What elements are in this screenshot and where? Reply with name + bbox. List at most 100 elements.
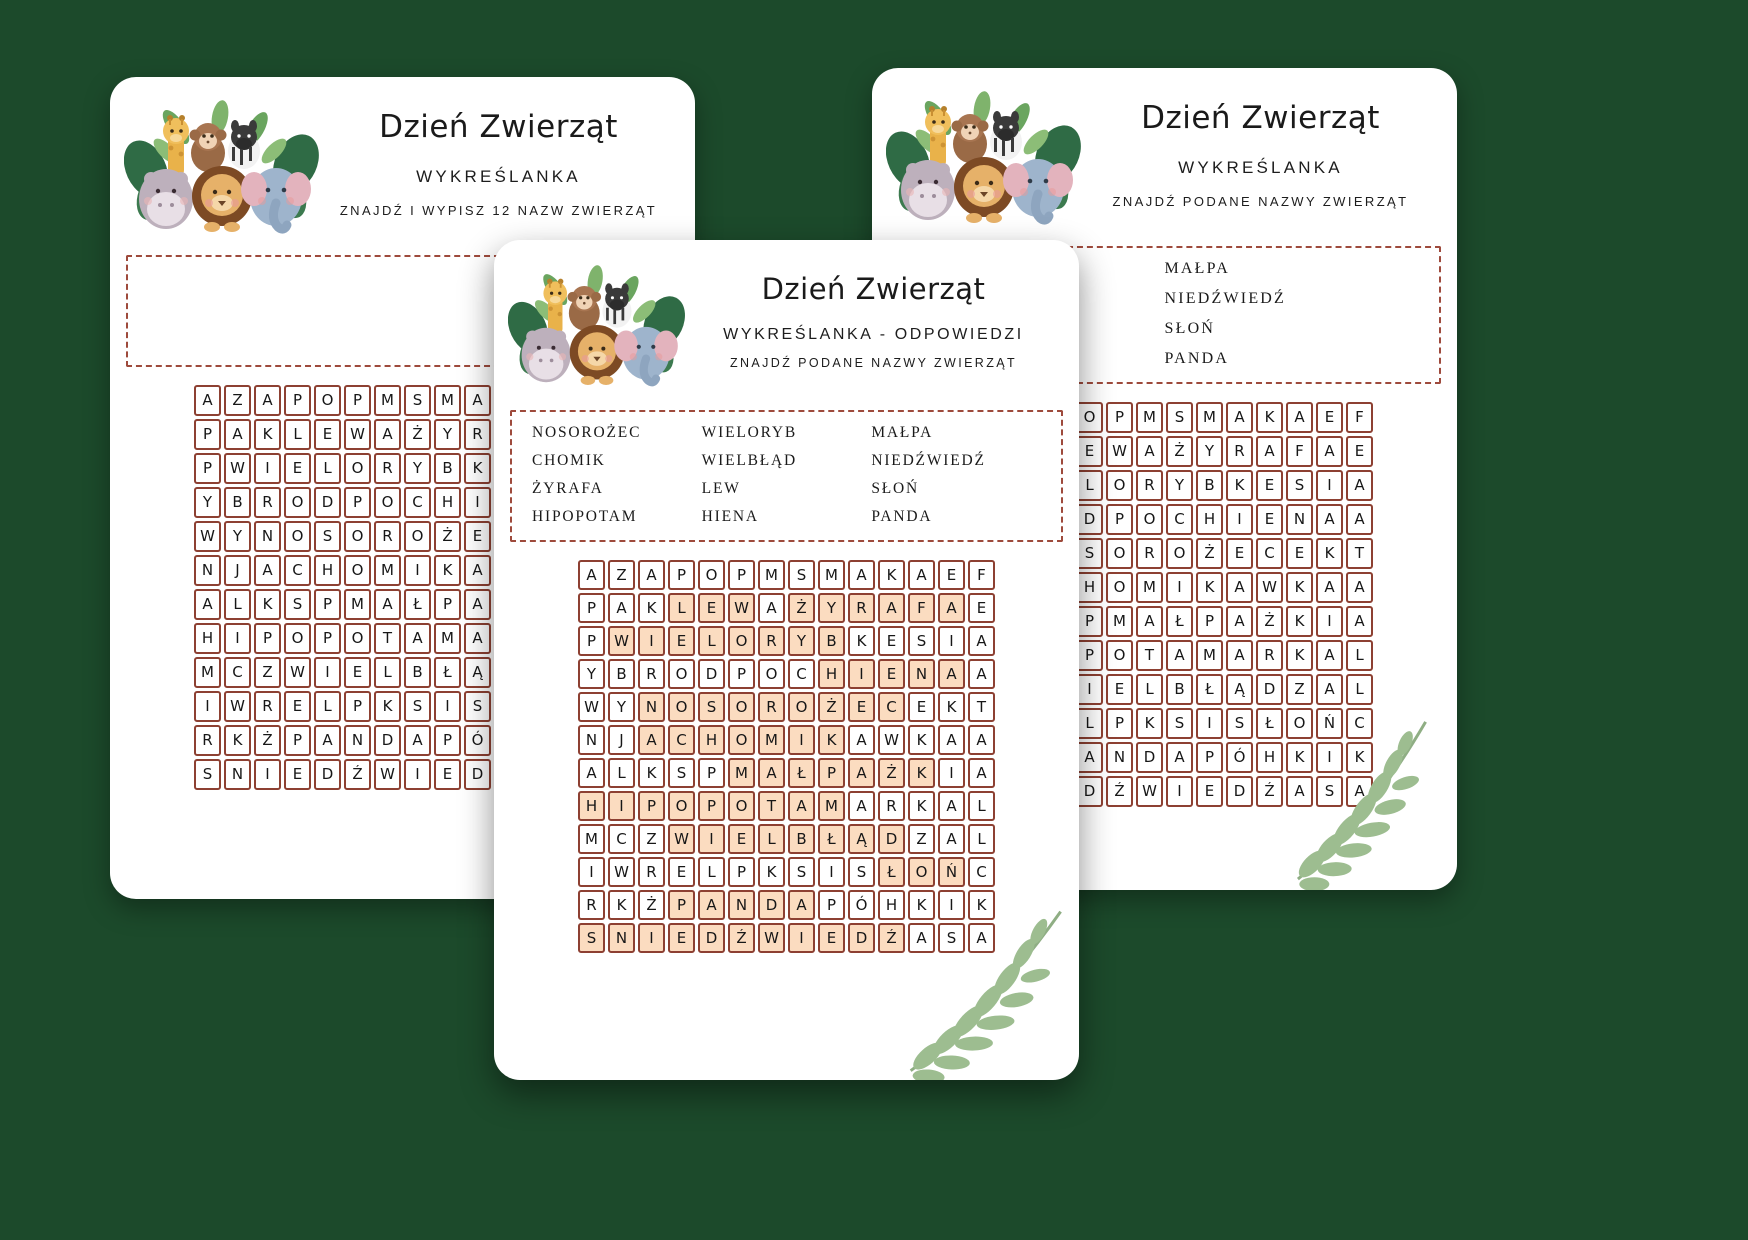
grid-cell[interactable]: A [848, 790, 875, 821]
grid-cell[interactable]: R [1256, 639, 1283, 671]
grid-cell[interactable]: A [848, 724, 875, 755]
grid-cell[interactable]: P [638, 790, 665, 821]
grid-cell[interactable]: P [1106, 503, 1133, 535]
grid-cell[interactable]: E [284, 452, 311, 484]
grid-cell[interactable]: Ź [344, 758, 371, 790]
grid-cell[interactable]: A [968, 658, 995, 689]
grid-cell[interactable]: L [608, 757, 635, 788]
grid-cell[interactable]: L [1136, 673, 1163, 705]
grid-cell[interactable]: A [314, 724, 341, 756]
grid-cell[interactable]: D [848, 922, 875, 953]
grid-cell[interactable]: S [908, 625, 935, 656]
grid-cell[interactable]: E [818, 922, 845, 953]
grid-cell[interactable]: A [1316, 503, 1343, 535]
grid-cell[interactable]: E [848, 691, 875, 722]
grid-cell[interactable]: W [344, 418, 371, 450]
grid-cell[interactable]: A [1316, 673, 1343, 705]
grid-cell[interactable]: S [668, 757, 695, 788]
grid-cell[interactable]: W [578, 691, 605, 722]
grid-cell[interactable]: A [758, 592, 785, 623]
grid-cell[interactable]: A [638, 724, 665, 755]
grid-cell[interactable]: K [938, 691, 965, 722]
grid-cell[interactable]: K [1316, 537, 1343, 569]
grid-cell[interactable]: K [1226, 469, 1253, 501]
grid-cell[interactable]: F [1286, 435, 1313, 467]
grid-cell[interactable]: M [1106, 605, 1133, 637]
grid-cell[interactable]: L [758, 823, 785, 854]
grid-cell[interactable]: S [284, 588, 311, 620]
grid-cell[interactable]: E [1286, 537, 1313, 569]
grid-cell[interactable]: I [1166, 571, 1193, 603]
grid-cell[interactable]: I [698, 823, 725, 854]
grid-cell[interactable]: D [1136, 741, 1163, 773]
grid-cell[interactable]: I [314, 656, 341, 688]
grid-cell[interactable]: E [1316, 401, 1343, 433]
grid-cell[interactable]: F [1346, 401, 1373, 433]
grid-cell[interactable]: B [434, 452, 461, 484]
grid-cell[interactable]: N [1286, 503, 1313, 535]
grid-cell[interactable]: S [578, 922, 605, 953]
grid-cell[interactable]: K [1136, 707, 1163, 739]
grid-cell[interactable]: P [728, 658, 755, 689]
grid-cell[interactable]: Ź [1256, 775, 1283, 807]
grid-cell[interactable]: A [464, 384, 491, 416]
grid-cell[interactable]: Ź [878, 922, 905, 953]
grid-cell[interactable]: K [908, 790, 935, 821]
grid-cell[interactable]: A [374, 588, 401, 620]
grid-cell[interactable]: O [284, 486, 311, 518]
grid-cell[interactable]: Z [638, 823, 665, 854]
grid-cell[interactable]: R [254, 690, 281, 722]
grid-cell[interactable]: I [788, 724, 815, 755]
grid-cell[interactable]: Ó [1226, 741, 1253, 773]
grid-cell[interactable]: H [434, 486, 461, 518]
grid-cell[interactable]: E [968, 592, 995, 623]
grid-cell[interactable]: R [194, 724, 221, 756]
grid-cell[interactable]: P [668, 559, 695, 590]
grid-cell[interactable]: Y [578, 658, 605, 689]
grid-cell[interactable]: E [1196, 775, 1223, 807]
grid-cell[interactable]: Ż [1196, 537, 1223, 569]
grid-cell[interactable]: L [1346, 673, 1373, 705]
grid-cell[interactable]: K [1286, 571, 1313, 603]
grid-cell[interactable]: B [224, 486, 251, 518]
grid-cell[interactable]: A [908, 922, 935, 953]
grid-cell[interactable]: E [698, 592, 725, 623]
grid-cell[interactable]: O [758, 658, 785, 689]
grid-cell[interactable]: A [1166, 639, 1193, 671]
grid-cell[interactable]: M [1196, 639, 1223, 671]
grid-cell[interactable]: I [848, 658, 875, 689]
grid-cell[interactable]: K [1286, 639, 1313, 671]
grid-cell[interactable]: N [1106, 741, 1133, 773]
grid-cell[interactable]: D [698, 922, 725, 953]
grid-cell[interactable]: A [1076, 741, 1103, 773]
grid-cell[interactable]: A [1346, 571, 1373, 603]
grid-cell[interactable]: O [908, 856, 935, 887]
grid-cell[interactable]: P [1106, 707, 1133, 739]
grid-cell[interactable]: K [908, 757, 935, 788]
grid-cell[interactable]: O [374, 486, 401, 518]
grid-cell[interactable]: K [878, 559, 905, 590]
grid-cell[interactable]: W [878, 724, 905, 755]
grid-cell[interactable]: S [464, 690, 491, 722]
grid-cell[interactable]: I [578, 856, 605, 887]
grid-cell[interactable]: A [1286, 775, 1313, 807]
grid-cell[interactable]: I [1196, 707, 1223, 739]
grid-cell[interactable]: E [1346, 435, 1373, 467]
grid-cell[interactable]: O [668, 691, 695, 722]
grid-cell[interactable]: E [1226, 537, 1253, 569]
grid-cell[interactable]: W [284, 656, 311, 688]
grid-cell[interactable]: W [374, 758, 401, 790]
grid-cell[interactable]: Ą [848, 823, 875, 854]
grid-cell[interactable]: O [668, 790, 695, 821]
grid-cell[interactable]: E [668, 625, 695, 656]
grid-cell[interactable]: P [1076, 605, 1103, 637]
grid-cell[interactable]: H [194, 622, 221, 654]
grid-cell[interactable]: Ł [1196, 673, 1223, 705]
grid-cell[interactable]: R [638, 658, 665, 689]
grid-cell[interactable]: A [1316, 571, 1343, 603]
grid-cell[interactable]: Ź [728, 922, 755, 953]
grid-cell[interactable]: N [344, 724, 371, 756]
grid-cell[interactable]: A [464, 588, 491, 620]
grid-cell[interactable]: Ł [1256, 707, 1283, 739]
grid-cell[interactable]: K [908, 889, 935, 920]
